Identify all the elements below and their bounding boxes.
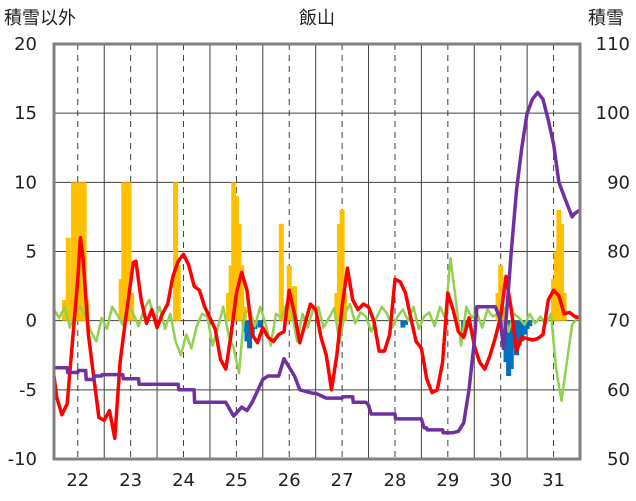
x-tick-label: 29: [436, 470, 459, 491]
precip-bar: [498, 265, 504, 321]
precip-bar: [551, 279, 557, 321]
snowchange-bar: [257, 320, 263, 328]
snowchange-bar: [527, 320, 533, 327]
precip-bar: [495, 293, 501, 321]
precip-bar: [228, 265, 234, 321]
precip-bar: [292, 286, 298, 321]
x-tick-label: 25: [225, 470, 248, 491]
precip-bar: [556, 210, 562, 321]
line-layer: [52, 90, 581, 441]
precip-bar: [73, 182, 79, 321]
chart-title: 飯山: [299, 8, 335, 29]
precip-bar: [225, 293, 231, 321]
precip-bar: [81, 182, 87, 321]
precip-bar: [553, 251, 559, 321]
precip-bar: [278, 223, 284, 321]
y-right-tick-label: 60: [607, 380, 630, 401]
precip-bar: [175, 265, 181, 321]
precip-bar: [561, 293, 567, 321]
temperature-line: [52, 235, 581, 441]
precip-bar: [68, 293, 74, 321]
x-tick-label: 23: [119, 470, 142, 491]
y-right-tick-label: 100: [596, 103, 630, 124]
y-left-tick-label: 10: [14, 172, 37, 193]
precip-bar: [342, 293, 348, 321]
y-left-tick-label: -5: [19, 380, 37, 401]
snowchange-bar: [403, 320, 409, 325]
precip-bar: [173, 182, 179, 321]
precip-bar: [118, 279, 124, 321]
snowchange-bar: [506, 320, 512, 376]
snowchange-bar: [503, 320, 509, 363]
precip-bar: [236, 223, 242, 321]
precip-bar: [334, 293, 340, 321]
y-right-tick-label: 50: [607, 449, 630, 470]
precip-bar: [65, 237, 71, 321]
snowchange-bar: [521, 320, 527, 335]
precip-bar: [558, 223, 564, 321]
precip-bar: [233, 196, 239, 321]
snowchange-bar: [519, 320, 525, 342]
y-right-tick-label: 70: [607, 311, 630, 332]
left-axis-label: 積雪以外: [4, 8, 76, 29]
precip-bar: [239, 265, 245, 321]
snowchange-bar: [516, 320, 522, 346]
x-tick-label: 22: [66, 470, 89, 491]
right-axis-label: 積雪: [588, 8, 624, 29]
y-left-tick-label: 0: [26, 311, 37, 332]
precip-bar: [126, 182, 132, 321]
precip-bar: [121, 182, 127, 321]
precip-bar: [231, 182, 237, 321]
snowchange-bar: [508, 320, 514, 370]
label-layer: -10 -5 0 5 10 15 20 50 60 70 80 90 100 110 22 23 24 25 26 2…: [8, 34, 630, 491]
y-left-tick-label: 5: [26, 242, 37, 263]
precip-bar: [129, 293, 135, 321]
precip-bar: [339, 210, 345, 321]
snow-depth-line: [54, 90, 581, 435]
y-right-tick-label: 80: [607, 242, 630, 263]
x-tick-label: 26: [278, 470, 301, 491]
precip-bar: [336, 223, 342, 321]
x-tick-label: 30: [489, 470, 512, 491]
y-left-tick-label: -10: [8, 449, 37, 470]
x-tick-label: 27: [331, 470, 354, 491]
x-tick-label: 31: [542, 470, 565, 491]
grid-layer: [54, 44, 580, 459]
precip-bar: [123, 182, 129, 321]
snowchange-bar: [400, 320, 406, 328]
y-right-tick-label: 110: [596, 34, 630, 55]
y-left-tick-label: 15: [14, 103, 37, 124]
plot-frame: [52, 42, 582, 461]
snowchange-bar: [247, 320, 253, 349]
precip-bar: [71, 182, 77, 321]
snowchange-bar: [244, 320, 250, 342]
x-tick-label: 24: [172, 470, 195, 491]
precip-bar: [500, 306, 506, 321]
y-left-tick-label: 20: [14, 34, 37, 55]
x-tick-label: 28: [384, 470, 407, 491]
y-right-tick-label: 90: [607, 172, 630, 193]
snowchange-bar: [524, 320, 530, 329]
